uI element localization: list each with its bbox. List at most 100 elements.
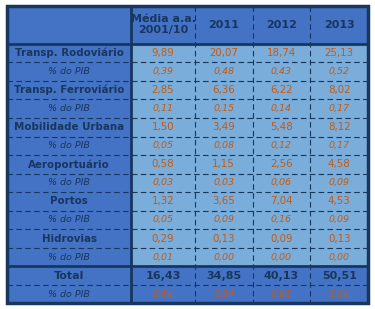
Text: % do PIB: % do PIB bbox=[48, 290, 90, 299]
Text: 3,65: 3,65 bbox=[212, 197, 235, 206]
Text: 0,52: 0,52 bbox=[329, 67, 350, 76]
Text: 34,85: 34,85 bbox=[206, 271, 241, 281]
Text: 0,08: 0,08 bbox=[213, 141, 234, 150]
Bar bbox=[310, 6, 368, 44]
Bar bbox=[132, 44, 195, 62]
Bar bbox=[7, 6, 132, 44]
Bar bbox=[310, 192, 368, 211]
Text: 1,50: 1,50 bbox=[152, 122, 174, 132]
Bar bbox=[195, 6, 253, 44]
Text: % do PIB: % do PIB bbox=[48, 67, 90, 76]
Text: 0,09: 0,09 bbox=[329, 178, 350, 187]
Bar bbox=[253, 6, 310, 44]
Text: 0,00: 0,00 bbox=[329, 252, 350, 262]
Bar bbox=[253, 137, 310, 155]
Text: 6,36: 6,36 bbox=[212, 85, 235, 95]
Text: 0,43: 0,43 bbox=[271, 67, 292, 76]
Text: 0,13: 0,13 bbox=[212, 234, 235, 243]
Text: Aeroportuário: Aeroportuário bbox=[28, 159, 110, 170]
Bar bbox=[195, 174, 253, 192]
Bar bbox=[7, 174, 132, 192]
Bar bbox=[310, 118, 368, 137]
Text: 0,17: 0,17 bbox=[329, 141, 350, 150]
Bar bbox=[195, 44, 253, 62]
Bar bbox=[195, 62, 253, 81]
Text: 0,06: 0,06 bbox=[271, 178, 292, 187]
Bar bbox=[7, 155, 132, 174]
Bar bbox=[7, 229, 132, 248]
Bar bbox=[195, 285, 253, 303]
Text: 4,58: 4,58 bbox=[328, 159, 351, 169]
Bar bbox=[7, 118, 132, 137]
Text: 0,12: 0,12 bbox=[271, 141, 292, 150]
Text: Total: Total bbox=[54, 271, 84, 281]
Text: 7,04: 7,04 bbox=[270, 197, 293, 206]
Text: % do PIB: % do PIB bbox=[48, 104, 90, 113]
Bar bbox=[195, 266, 253, 285]
Bar bbox=[310, 44, 368, 62]
Text: 1,15: 1,15 bbox=[212, 159, 235, 169]
Bar bbox=[195, 211, 253, 229]
Bar bbox=[132, 81, 195, 99]
Text: 2012: 2012 bbox=[266, 20, 297, 30]
Bar bbox=[132, 192, 195, 211]
Text: 0,14: 0,14 bbox=[271, 104, 292, 113]
Bar bbox=[7, 137, 132, 155]
Bar bbox=[132, 229, 195, 248]
Bar bbox=[7, 248, 132, 266]
Text: 40,13: 40,13 bbox=[264, 271, 299, 281]
Bar bbox=[195, 99, 253, 118]
Bar bbox=[310, 99, 368, 118]
Text: 5,48: 5,48 bbox=[270, 122, 293, 132]
Bar bbox=[7, 44, 132, 62]
Bar bbox=[253, 229, 310, 248]
Text: Hidrovias: Hidrovias bbox=[42, 234, 97, 243]
Bar bbox=[7, 62, 132, 81]
Bar bbox=[310, 155, 368, 174]
Bar bbox=[253, 248, 310, 266]
Text: Transp. Ferroviário: Transp. Ferroviário bbox=[14, 85, 124, 95]
Text: 1,32: 1,32 bbox=[152, 197, 174, 206]
Text: 0,39: 0,39 bbox=[153, 67, 174, 76]
Text: % do PIB: % do PIB bbox=[48, 141, 90, 150]
Bar bbox=[310, 62, 368, 81]
Text: 0,00: 0,00 bbox=[271, 252, 292, 262]
Bar bbox=[253, 211, 310, 229]
Text: 0,03: 0,03 bbox=[213, 178, 234, 187]
Bar bbox=[253, 174, 310, 192]
Text: 4,53: 4,53 bbox=[328, 197, 351, 206]
Bar bbox=[253, 192, 310, 211]
Text: 20,07: 20,07 bbox=[209, 48, 238, 58]
Text: 2013: 2013 bbox=[324, 20, 355, 30]
Bar bbox=[195, 118, 253, 137]
Bar bbox=[7, 266, 132, 285]
Bar bbox=[310, 285, 368, 303]
Text: Transp. Rodoviário: Transp. Rodoviário bbox=[15, 48, 123, 58]
Text: % do PIB: % do PIB bbox=[48, 178, 90, 187]
Bar bbox=[310, 266, 368, 285]
Text: Média a.a.
2001/10: Média a.a. 2001/10 bbox=[130, 14, 196, 36]
Bar bbox=[310, 211, 368, 229]
Text: 0,16: 0,16 bbox=[271, 215, 292, 225]
Text: 0,09: 0,09 bbox=[329, 215, 350, 225]
Text: 2,85: 2,85 bbox=[152, 85, 174, 95]
Bar bbox=[195, 248, 253, 266]
Text: 0,17: 0,17 bbox=[329, 104, 350, 113]
Bar bbox=[310, 248, 368, 266]
Text: 0,05: 0,05 bbox=[153, 141, 174, 150]
Text: 0,91: 0,91 bbox=[271, 290, 292, 299]
Bar bbox=[310, 229, 368, 248]
Bar bbox=[132, 99, 195, 118]
Bar bbox=[132, 248, 195, 266]
Text: Mobilidade Urbana: Mobilidade Urbana bbox=[14, 122, 124, 132]
Bar bbox=[7, 192, 132, 211]
Text: 18,74: 18,74 bbox=[267, 48, 296, 58]
Text: 0,00: 0,00 bbox=[213, 252, 234, 262]
Text: 3,49: 3,49 bbox=[212, 122, 235, 132]
Text: 9,89: 9,89 bbox=[152, 48, 174, 58]
Text: 8,02: 8,02 bbox=[328, 85, 351, 95]
Bar bbox=[253, 266, 310, 285]
Bar bbox=[195, 155, 253, 174]
Text: 0,13: 0,13 bbox=[328, 234, 351, 243]
Bar bbox=[132, 211, 195, 229]
